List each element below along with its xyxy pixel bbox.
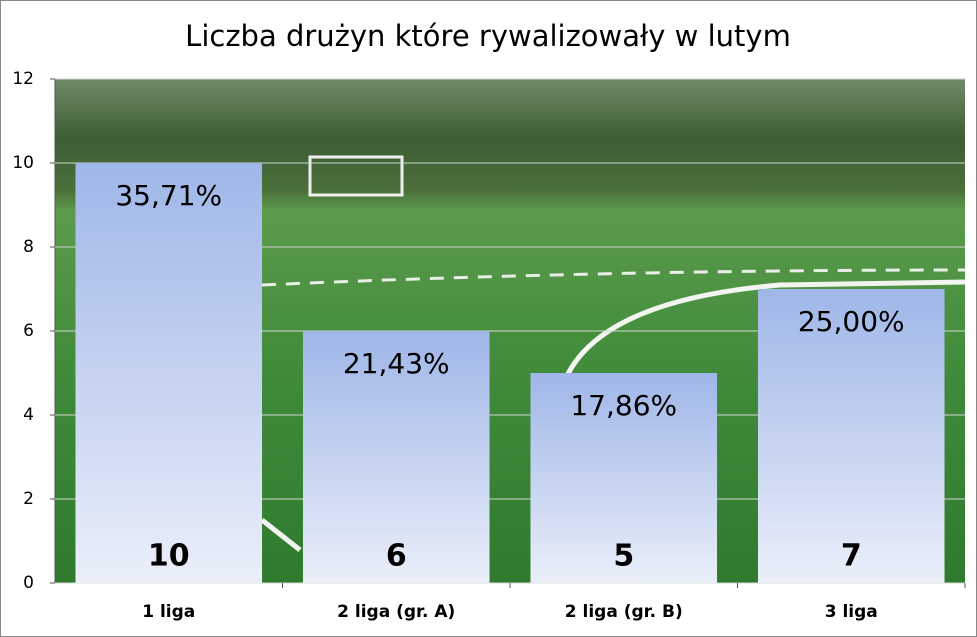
value-label: 6 — [386, 539, 407, 574]
chart-title: Liczba drużyn które rywalizowały w lutym — [185, 19, 791, 53]
bar — [302, 331, 490, 583]
field-line — [562, 279, 966, 382]
y-tick-label: 8 — [23, 237, 34, 257]
value-label: 7 — [841, 539, 862, 574]
y-tick-label: 12 — [12, 69, 34, 89]
x-tick-label: 2 liga (gr. B) — [565, 602, 683, 622]
percent-label: 21,43% — [343, 347, 450, 380]
x-tick-label: 1 liga — [142, 602, 195, 622]
x-tick-label: 3 liga — [825, 602, 878, 622]
percent-label: 25,00% — [798, 305, 905, 338]
field-line — [261, 268, 966, 287]
value-label: 10 — [148, 539, 190, 574]
bar — [75, 163, 263, 583]
goal — [308, 155, 404, 197]
y-tick-label: 4 — [23, 405, 34, 425]
y-tick-label: 2 — [23, 489, 34, 509]
bar — [757, 289, 945, 583]
y-tick-label: 0 — [23, 573, 34, 593]
y-tick-label: 10 — [12, 153, 34, 173]
x-tick-label: 2 liga (gr. A) — [337, 602, 455, 622]
y-tick-label: 6 — [23, 321, 34, 341]
bar — [530, 373, 718, 583]
percent-label: 17,86% — [570, 389, 677, 422]
value-label: 5 — [613, 539, 634, 574]
percent-label: 35,71% — [115, 179, 222, 212]
field-line — [260, 518, 302, 552]
